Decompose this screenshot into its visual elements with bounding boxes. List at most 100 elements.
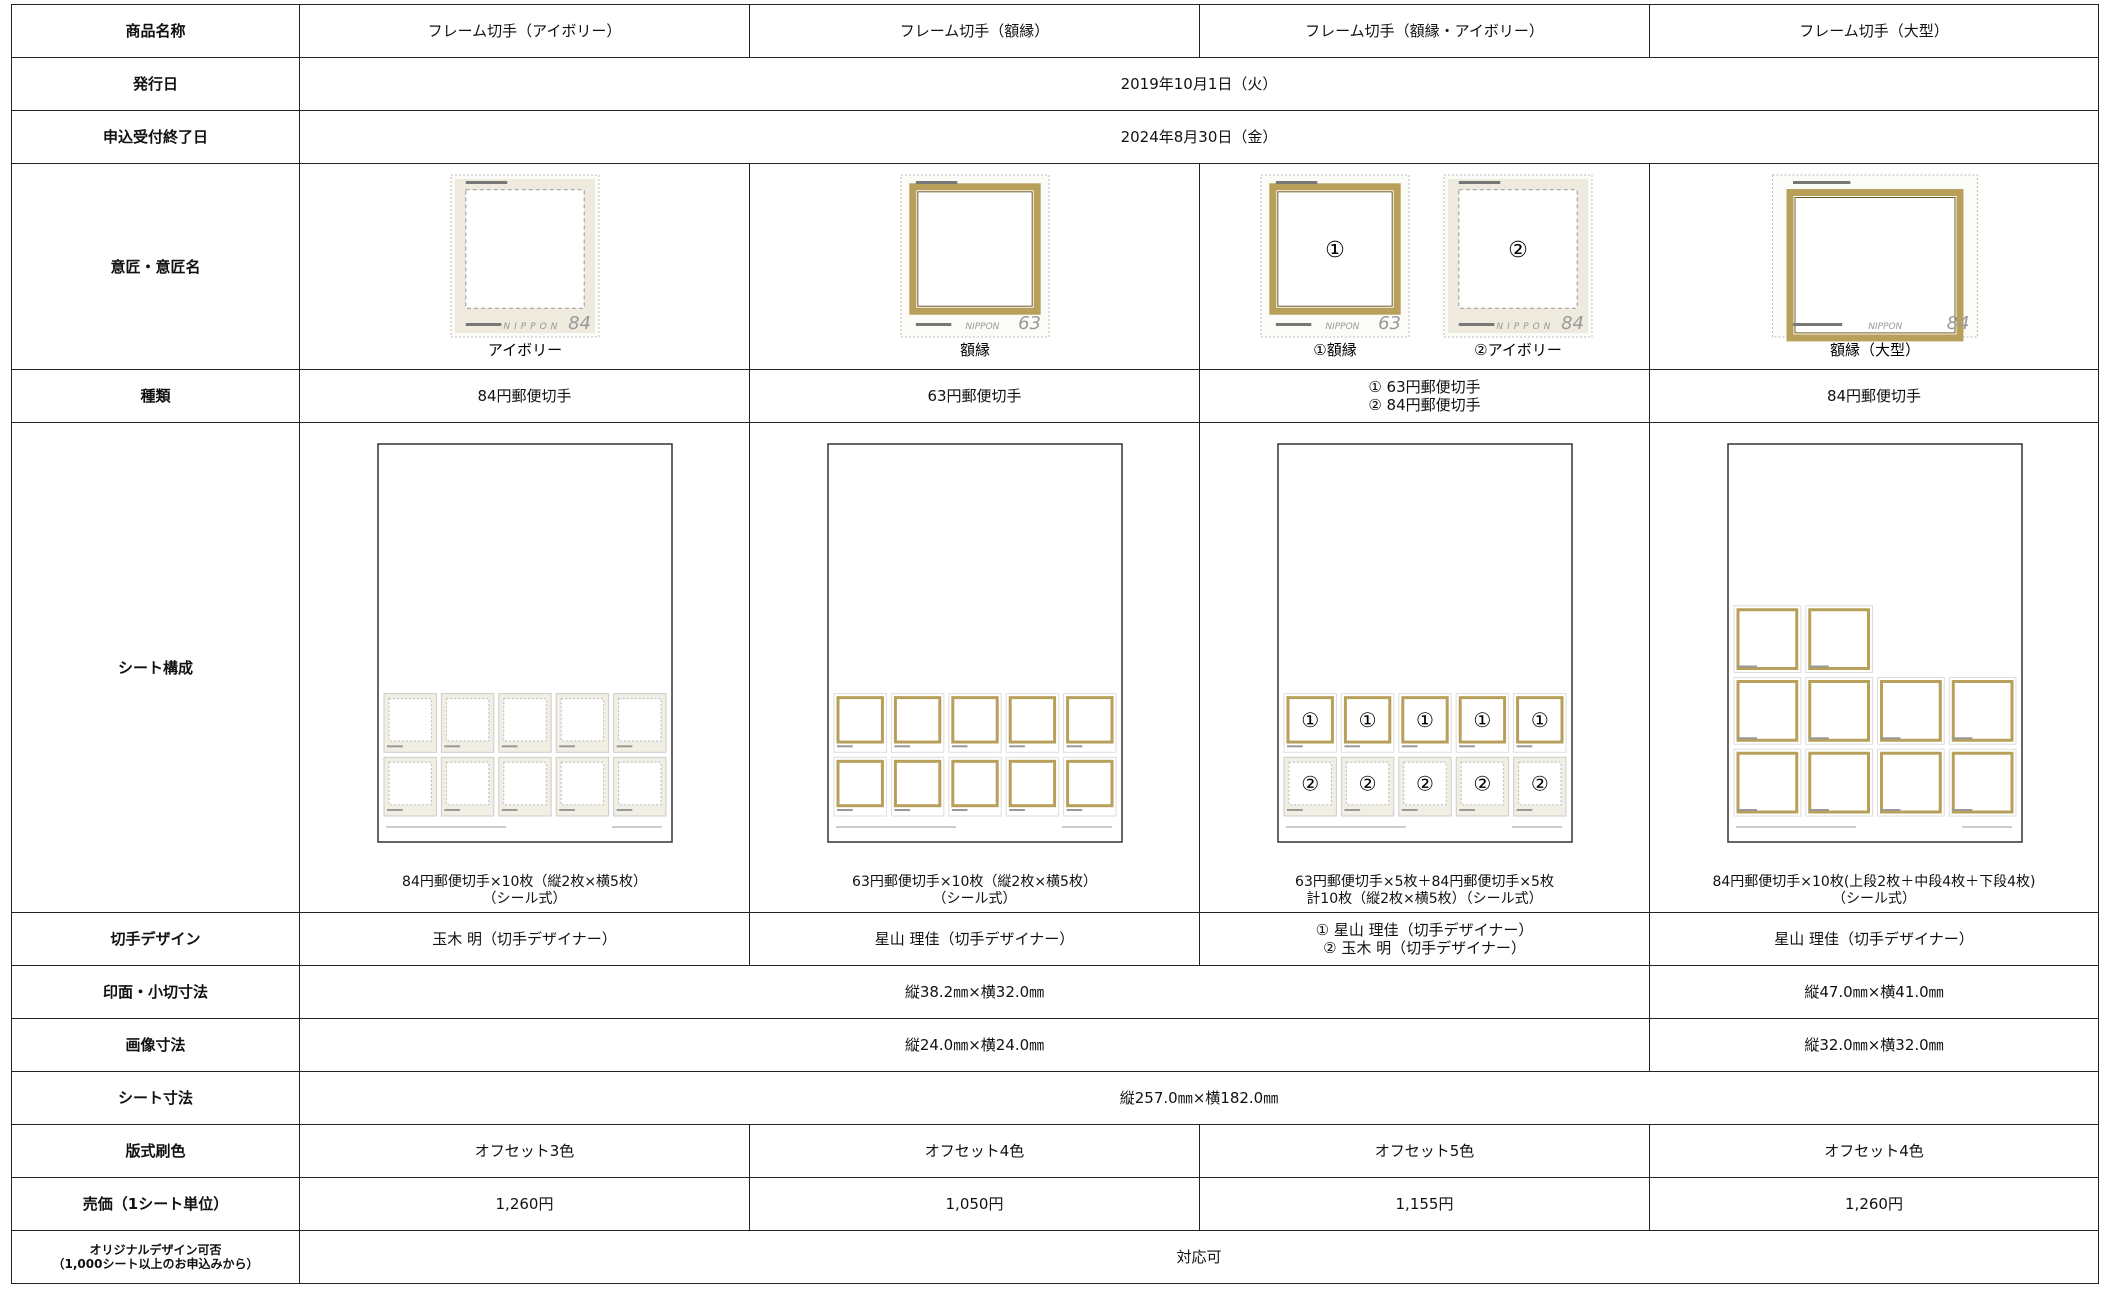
row-label: 意匠・意匠名 bbox=[11, 163, 300, 370]
table-cell: 63円郵便切手×10枚（縦2枚×横5枚） （シール式） bbox=[749, 422, 1200, 913]
table-row: 版式刷色 オフセット3色 オフセット4色 オフセット5色 オフセット4色 bbox=[11, 1124, 2099, 1178]
label-line: オリジナルデザイン可否 bbox=[89, 1242, 222, 1257]
table-cell: フレーム切手（大型） bbox=[1649, 4, 2099, 58]
mini-window bbox=[1345, 761, 1390, 805]
stamp: NIPPON 63 bbox=[900, 174, 1050, 337]
cell-line: 星山 理佳（切手デザイナー） bbox=[874, 930, 1075, 948]
row-label: 発行日 bbox=[11, 57, 300, 111]
table-cell: ② ② ② ② ② ① ① ① ① ① 63円郵便切手×5枚＋84円郵便切手×5枚 計10枚（縦2枚×… bbox=[1199, 422, 1650, 913]
sheet bbox=[377, 442, 673, 843]
mini-frame bbox=[1736, 607, 1799, 670]
stamp-caption: 額縁 bbox=[960, 341, 990, 359]
label-line: （1,000シート以上のお申込みから） bbox=[52, 1257, 259, 1271]
mini-mark: ② bbox=[1359, 771, 1377, 795]
mini-frame bbox=[1401, 695, 1449, 744]
table-row: 切手デザイン 玉木 明（切手デザイナー） 星山 理佳（切手デザイナー） ① 星山 理佳… bbox=[11, 912, 2099, 966]
mini-mark: ① bbox=[1359, 708, 1377, 732]
stamp-mark: ① bbox=[1325, 238, 1345, 263]
stamp-country: NIPPON bbox=[1325, 322, 1359, 332]
table-cell: ① 星山 理佳（切手デザイナー） ② 玉木 明（切手デザイナー） bbox=[1199, 912, 1650, 966]
stamp-denomination: 63 bbox=[1378, 313, 1401, 334]
table-cell: 84円郵便切手 bbox=[299, 369, 750, 423]
caption-line: 計10枚（縦2枚×横5枚）（シール式） bbox=[1306, 890, 1543, 907]
sheet-note bbox=[1286, 825, 1406, 828]
mini-bar bbox=[1066, 808, 1083, 811]
stamp-frame-inner bbox=[1794, 196, 1956, 333]
table-cell: NIPPON 63 額縁 bbox=[749, 163, 1200, 370]
table-cell: オフセット5色 bbox=[1199, 1124, 1650, 1178]
table-cell: ① NIPPON 63 ①額縁 ② NIPPON 84 ②アイボリー bbox=[1199, 163, 1650, 370]
stamp-denomination: 84 bbox=[1561, 313, 1584, 334]
mini-frame bbox=[1880, 751, 1942, 814]
table-cell: ① 63円郵便切手 ② 84円郵便切手 bbox=[1199, 369, 1650, 423]
mini-window bbox=[388, 761, 432, 805]
table-cell: 84円郵便切手 bbox=[1649, 369, 2099, 423]
table-cell: 星山 理佳（切手デザイナー） bbox=[749, 912, 1200, 966]
mini-bar bbox=[1737, 808, 1758, 811]
mini-bar bbox=[1287, 808, 1303, 811]
mini-bar bbox=[501, 745, 518, 748]
mini-bar bbox=[837, 808, 853, 811]
mini-window bbox=[618, 697, 662, 742]
stamp: NIPPON 84 bbox=[1772, 174, 1978, 341]
stamp-country: NIPPON bbox=[1496, 322, 1554, 332]
stamp-mark: ② bbox=[1508, 238, 1528, 263]
mini-bar bbox=[894, 745, 911, 748]
mini-bar bbox=[1459, 745, 1475, 748]
mini-bar bbox=[1808, 736, 1829, 739]
table-row: 画像寸法 縦24.0㎜×横24.0㎜ 縦32.0㎜×横32.0㎜ bbox=[11, 1018, 2099, 1072]
table-row: 種類 84円郵便切手 63円郵便切手 ① 63円郵便切手 ② 84円郵便切手 84円郵便切… bbox=[11, 369, 2099, 423]
table-cell: 1,155円 bbox=[1199, 1177, 1650, 1231]
row-label: 画像寸法 bbox=[11, 1018, 300, 1072]
stamp-denomination: 84 bbox=[1947, 313, 1970, 334]
stamp-window bbox=[465, 188, 585, 309]
stamp-bar bbox=[465, 322, 502, 326]
mini-window bbox=[1518, 761, 1562, 805]
mini-bar bbox=[1737, 736, 1758, 739]
mini-bar bbox=[1344, 808, 1361, 811]
stamp-bar bbox=[1793, 180, 1851, 184]
mini-bar bbox=[387, 745, 403, 748]
sheet-caption: 84円郵便切手×10枚（縦2枚×横5枚） （シール式） bbox=[301, 874, 749, 908]
sheet-note bbox=[1962, 825, 2012, 828]
cell-line: 84円郵便切手 bbox=[1826, 387, 1922, 405]
mini-bar bbox=[559, 745, 575, 748]
mini-mark: ② bbox=[1531, 771, 1549, 795]
mini-frame bbox=[951, 759, 999, 807]
mini-bar bbox=[1287, 745, 1303, 748]
mini-bar bbox=[559, 808, 575, 811]
mini-frame bbox=[1808, 607, 1870, 670]
cell-line: 84円郵便切手 bbox=[477, 387, 572, 405]
table-cell: フレーム切手（額縁） bbox=[749, 4, 1200, 58]
stamp-country: NIPPON bbox=[1868, 322, 1902, 332]
mini-frame bbox=[836, 759, 884, 807]
mini-frame bbox=[1808, 751, 1870, 814]
table-row: 意匠・意匠名 NIPPON 84 アイボリー NIPPON 63 額縁 ① NIPPON 63 ①額… bbox=[11, 163, 2099, 370]
mini-frame bbox=[1736, 751, 1799, 814]
table-cell: 星山 理佳（切手デザイナー） bbox=[1649, 912, 2099, 966]
stamp-window bbox=[1458, 188, 1578, 309]
cell-line: ① 星山 理佳（切手デザイナー） bbox=[1315, 921, 1534, 939]
mini-mark: ② bbox=[1301, 771, 1319, 795]
table-row: オリジナルデザイン可否 （1,000シート以上のお申込みから） 対応可 bbox=[11, 1230, 2099, 1284]
caption-line: （シール式） bbox=[1832, 890, 1916, 907]
caption-line: 63円郵便切手×5枚＋84円郵便切手×5枚 bbox=[1295, 873, 1554, 890]
table-cell: 84円郵便切手×10枚(上段2枚＋中段4枚＋下段4枚) （シール式） bbox=[1649, 422, 2099, 913]
mini-mark: ① bbox=[1301, 708, 1319, 732]
mini-frame bbox=[951, 695, 999, 744]
stamp-bar bbox=[1275, 322, 1312, 326]
stamp-caption: 額縁（大型） bbox=[1830, 341, 1920, 359]
stamp-bar bbox=[915, 322, 952, 326]
row-label: 種類 bbox=[11, 369, 300, 423]
mini-bar bbox=[1737, 665, 1758, 668]
mini-frame bbox=[1008, 759, 1057, 807]
mini-window bbox=[1403, 761, 1447, 805]
cell-line: ② 玉木 明（切手デザイナー） bbox=[1323, 939, 1526, 957]
mini-window bbox=[503, 761, 547, 805]
mini-mark: ② bbox=[1473, 771, 1491, 795]
sheet-note bbox=[386, 825, 506, 828]
mini-mark: ② bbox=[1416, 771, 1434, 795]
mini-frame bbox=[893, 759, 942, 807]
table-cell: 84円郵便切手×10枚（縦2枚×横5枚） （シール式） bbox=[299, 422, 750, 913]
mini-bar bbox=[1516, 745, 1533, 748]
